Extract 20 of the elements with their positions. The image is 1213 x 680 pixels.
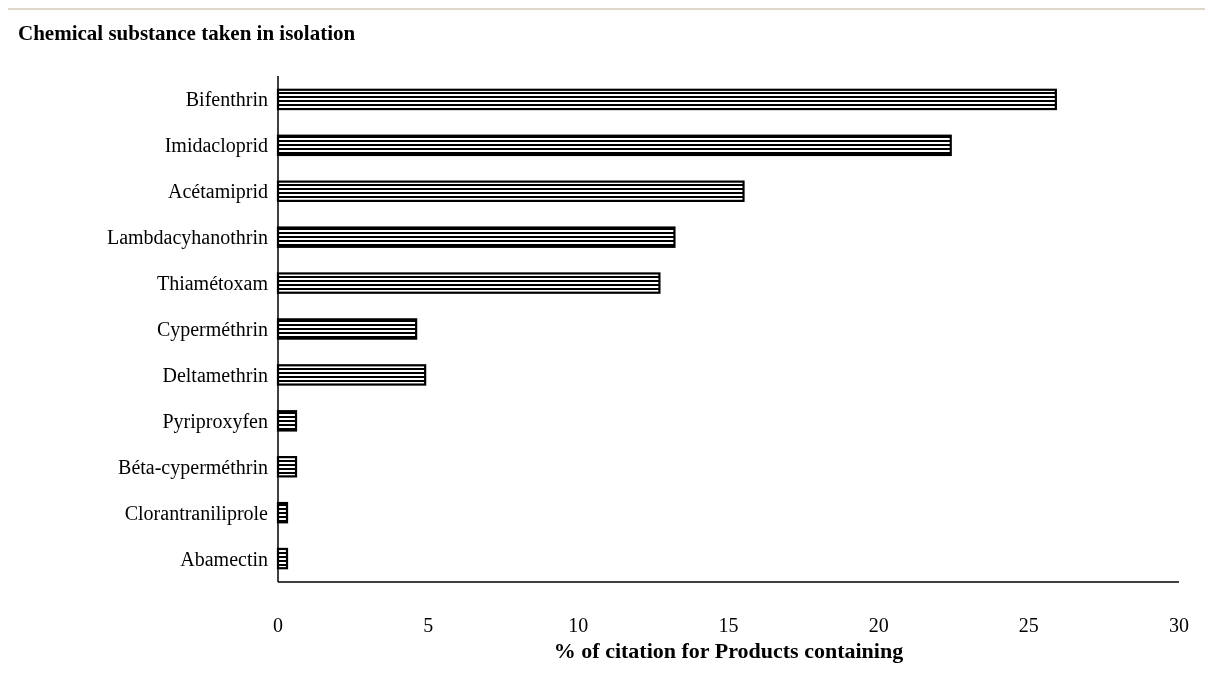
y-tick-label: Deltamethrin — [162, 363, 268, 386]
x-axis-title: % of citation for Products containing — [553, 638, 904, 663]
y-tick-label: Thiamétoxam — [156, 272, 269, 295]
y-tick-label: Béta-cyperméthrin — [118, 455, 268, 479]
x-tick-label: 25 — [1018, 614, 1039, 636]
x-tick-label: 0 — [273, 614, 283, 636]
y-tick-label: Cyperméthrin — [156, 318, 268, 341]
y-tick-label: Imidacloprid — [164, 134, 268, 158]
y-tick-label: Bifenthrin — [185, 88, 268, 111]
y-tick-label: Acétamiprid — [168, 180, 268, 204]
y-tick-label: Clorantraniliprole — [124, 501, 269, 525]
x-tick-label: 20 — [868, 614, 889, 636]
x-tick-label: 5 — [423, 614, 434, 636]
y-tick-label: Lambdacyhanothrin — [106, 226, 268, 250]
chart-title: Chemical substance taken in isolation — [18, 21, 356, 45]
x-tick-label: 30 — [1169, 614, 1189, 636]
y-tick-label: Pyriproxyfen — [162, 409, 268, 433]
x-tick-label: 10 — [568, 614, 589, 636]
x-tick-label: 15 — [718, 614, 739, 636]
y-tick-label: Abamectin — [180, 547, 268, 570]
